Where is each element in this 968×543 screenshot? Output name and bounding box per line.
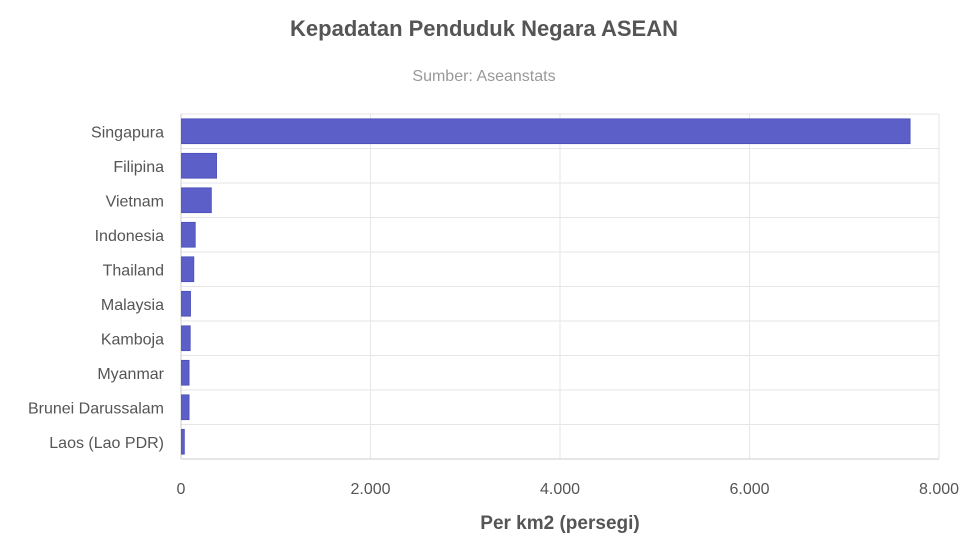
category-label: Vietnam [106,193,164,210]
bar [181,256,195,283]
bar [181,152,217,179]
chart-title: Kepadatan Penduduk Negara ASEAN [290,16,678,41]
x-tick-label: 8.000 [919,481,959,498]
category-label: Filipina [113,159,164,176]
category-label: Laos (Lao PDR) [49,435,164,452]
category-label: Malaysia [101,297,164,314]
bar [181,187,212,214]
chart-subtitle: Sumber: Aseanstats [412,68,556,85]
bar [181,428,185,455]
bar [181,221,196,248]
bar [181,394,190,421]
bar [181,118,911,145]
x-axis-title: Per km2 (persegi) [480,513,639,534]
x-tick-label: 4.000 [540,481,580,498]
bar [181,359,190,386]
x-tick-label: 6.000 [729,481,769,498]
bar [181,325,191,352]
category-label: Singapura [91,124,164,141]
category-label: Thailand [103,262,164,279]
bar [181,290,191,317]
category-label: Indonesia [95,228,164,245]
category-label: Brunei Darussalam [28,400,164,417]
x-tick-label: 0 [177,481,186,498]
category-label: Kamboja [101,331,164,348]
category-label: Myanmar [97,366,164,383]
x-tick-label: 2.000 [350,481,390,498]
